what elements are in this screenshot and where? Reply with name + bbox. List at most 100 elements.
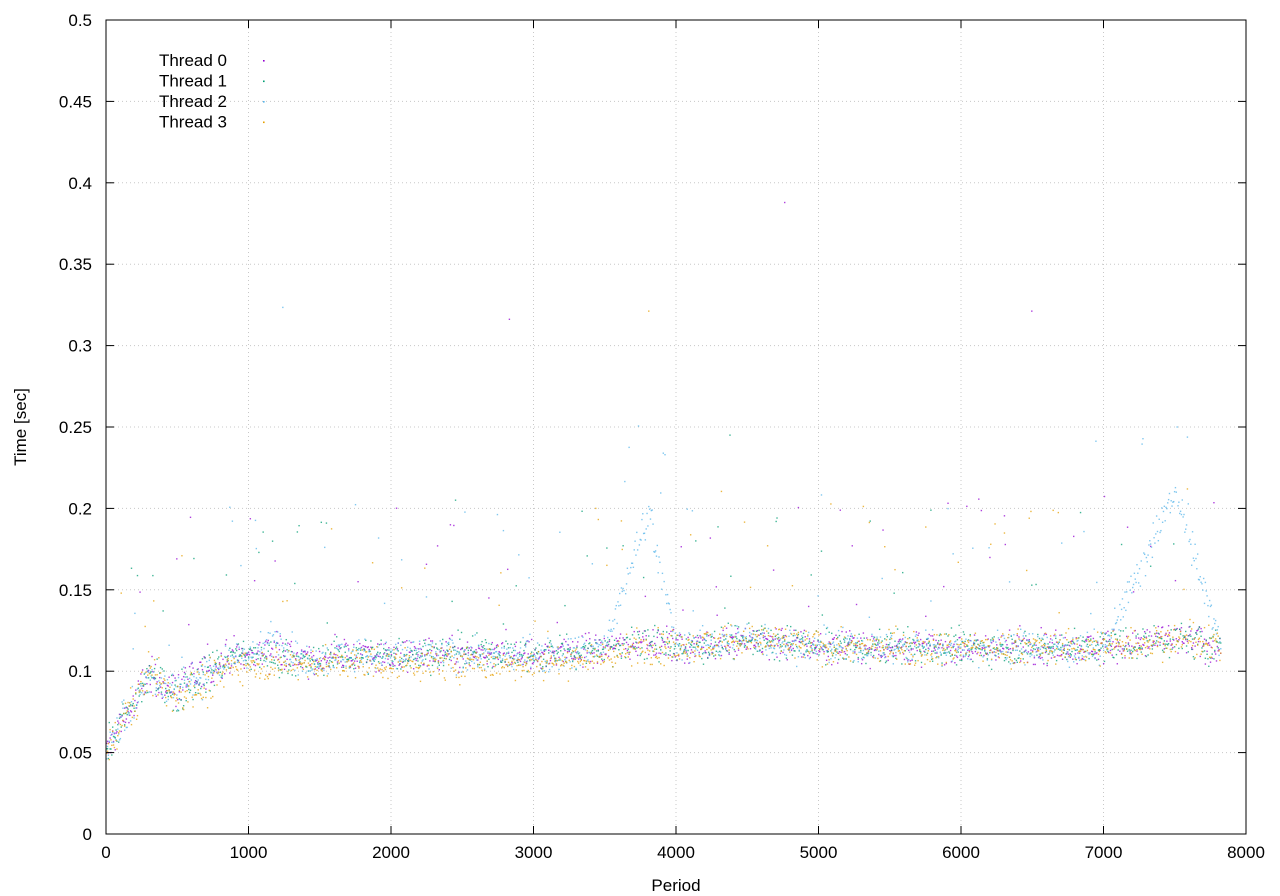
data-point [274, 667, 276, 669]
data-point [284, 650, 287, 652]
data-point [1096, 640, 1099, 643]
data-point [381, 668, 383, 671]
data-point [444, 651, 446, 653]
data-point [262, 654, 264, 657]
data-point [537, 650, 540, 653]
data-point [394, 657, 396, 659]
data-point [426, 652, 429, 655]
data-point [120, 592, 122, 594]
data-point [487, 651, 489, 653]
data-point [451, 639, 453, 642]
data-point [257, 658, 259, 660]
data-point [602, 661, 605, 664]
data-point [648, 310, 650, 312]
data-point [818, 634, 820, 636]
data-point [577, 662, 580, 664]
data-point [930, 509, 932, 511]
data-point [476, 659, 478, 661]
data-point [798, 649, 800, 652]
data-point [996, 649, 999, 652]
series-3-points [106, 310, 1222, 761]
data-point [654, 624, 656, 627]
data-point [616, 640, 618, 642]
data-point [878, 642, 881, 644]
data-point [302, 654, 305, 657]
data-point [512, 659, 515, 661]
data-point [341, 664, 344, 667]
data-point [538, 657, 541, 659]
data-point [683, 662, 686, 664]
data-point [1005, 639, 1007, 642]
data-point [603, 658, 606, 661]
data-point [179, 686, 181, 688]
data-point [207, 675, 210, 678]
data-point [127, 711, 129, 714]
data-point [1086, 636, 1089, 638]
data-point [356, 640, 358, 643]
data-point [483, 656, 485, 658]
data-point [1078, 652, 1081, 654]
data-point [1019, 660, 1022, 662]
data-point [863, 637, 865, 639]
data-point [809, 650, 812, 653]
data-point [679, 647, 682, 650]
data-point [179, 687, 181, 690]
data-point [931, 652, 933, 655]
data-point [716, 644, 718, 647]
data-point [512, 655, 515, 657]
data-point [133, 717, 135, 719]
data-point [966, 645, 968, 647]
data-point [856, 637, 859, 639]
data-point [1149, 543, 1152, 545]
data-point [1148, 635, 1150, 637]
data-point [498, 604, 500, 607]
data-point [1182, 516, 1184, 518]
data-point [931, 658, 933, 661]
data-point [474, 634, 476, 636]
data-point [569, 646, 571, 649]
data-point [514, 645, 517, 648]
data-point [703, 637, 706, 640]
data-point [493, 648, 495, 651]
data-point [121, 715, 123, 717]
data-point [217, 658, 219, 660]
data-point [1054, 656, 1056, 658]
data-point [860, 637, 862, 639]
data-point [959, 647, 961, 650]
data-point [1066, 653, 1068, 655]
data-point [795, 637, 798, 639]
data-point [929, 643, 931, 645]
data-point [139, 591, 141, 593]
data-point [324, 653, 327, 656]
data-point [189, 689, 192, 691]
data-point [240, 564, 242, 567]
data-point [384, 649, 387, 651]
data-point [1173, 628, 1176, 630]
data-point [403, 655, 405, 657]
data-point [479, 655, 482, 658]
data-point [151, 674, 153, 676]
data-point [980, 509, 983, 512]
data-point [620, 587, 623, 589]
data-point [113, 746, 116, 749]
data-point [528, 641, 530, 643]
data-point [698, 653, 700, 656]
data-point [913, 645, 916, 648]
data-point [1070, 655, 1072, 657]
data-point [903, 658, 906, 661]
data-point [1176, 627, 1178, 630]
data-point [121, 714, 123, 716]
data-point [702, 663, 705, 665]
data-points [106, 201, 1222, 761]
data-point [1119, 650, 1121, 652]
data-point [565, 661, 568, 664]
data-point [405, 658, 407, 660]
data-point [765, 645, 767, 647]
data-point [586, 660, 588, 662]
data-point [986, 638, 989, 641]
data-point [380, 672, 382, 674]
data-point [266, 665, 269, 667]
data-point [390, 653, 393, 656]
data-point [216, 672, 218, 674]
data-point [502, 653, 505, 655]
